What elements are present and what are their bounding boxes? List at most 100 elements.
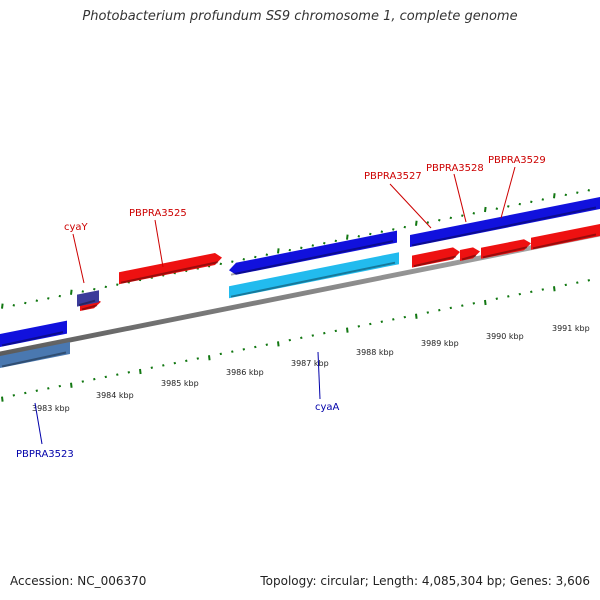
reverse-tick-mark <box>449 306 453 310</box>
forward-tick-mark <box>484 206 487 213</box>
forward-tick-mark <box>1 303 4 309</box>
forward-tick-mark <box>35 299 39 302</box>
reverse-tick-mark <box>334 329 338 333</box>
gene-label-leader <box>453 173 467 223</box>
gene-forward-edge <box>531 224 600 250</box>
forward-tick-mark <box>553 193 556 199</box>
forward-tick-mark <box>346 234 349 240</box>
forward-tick-mark <box>403 225 407 229</box>
gene-PBPRA3523-cds <box>0 320 67 347</box>
reverse-tick-mark <box>116 373 119 376</box>
reverse-tick-mark <box>173 361 177 365</box>
forward-tick-mark <box>357 235 361 238</box>
reverse-tick-mark <box>81 380 85 383</box>
reverse-tick-mark <box>150 366 154 369</box>
reverse-tick-mark <box>415 313 418 319</box>
gene-cyaY-shade <box>81 304 98 311</box>
forward-tick-mark <box>288 248 292 252</box>
gene-label-leader <box>500 166 516 219</box>
forward-tick-mark <box>564 193 568 197</box>
forward-tick-mark <box>323 241 326 245</box>
reverse-tick-mark <box>70 382 73 388</box>
reverse-tick-mark <box>403 315 407 319</box>
forward-tick-mark <box>93 287 96 291</box>
gene-PBPRA3528 <box>460 247 480 261</box>
reverse-tick-mark <box>35 389 39 392</box>
gene-cyaA-cds <box>229 230 397 275</box>
reverse-tick-mark <box>311 334 315 337</box>
reverse-tick-mark <box>518 292 522 296</box>
gene-label: PBPRA3528 <box>426 163 484 174</box>
gene-label-leader <box>154 219 164 268</box>
forward-tick-mark <box>70 289 73 295</box>
reverse-tick-mark <box>196 357 200 360</box>
forward-tick-mark <box>334 239 338 243</box>
reverse-tick-mark <box>277 341 280 347</box>
forward-tick-mark <box>47 297 50 300</box>
gene-label: cyaY <box>64 222 89 233</box>
gene-PBPRA3523-shade <box>1 351 67 368</box>
reverse-tick-mark <box>185 359 188 363</box>
scale-label: 3989 kbp <box>421 339 459 348</box>
reverse-tick-mark <box>104 375 108 379</box>
scale-label: 3985 kbp <box>161 379 199 388</box>
forward-tick-mark <box>116 283 119 286</box>
gene-PBPRA3527 <box>412 247 460 268</box>
forward-tick-mark <box>254 255 257 259</box>
reverse-tick-mark <box>265 343 269 346</box>
reverse-tick-mark <box>254 345 257 349</box>
gene-PBPRA3527-shade <box>413 255 457 268</box>
forward-tick-mark <box>392 228 395 231</box>
forward-tick-mark <box>426 221 430 224</box>
reverse-tick-mark <box>208 355 211 361</box>
reverse-tick-mark <box>530 290 533 294</box>
forward-tick-mark <box>507 205 510 208</box>
reverse-tick-mark <box>553 286 556 292</box>
gene-cyaY-cds-shade <box>78 299 96 307</box>
reverse-tick-mark <box>541 288 545 291</box>
gene-cyaA-shade <box>230 261 396 298</box>
gene-PBPRA3523 <box>0 342 70 368</box>
gene-label-leader <box>389 183 432 229</box>
reverse-tick-mark <box>392 318 395 321</box>
gene-PBPRA3528-shade <box>461 254 477 261</box>
gene-forward-edge-shade <box>532 233 597 250</box>
reverse-tick-mark <box>461 304 464 307</box>
forward-tick-mark <box>415 220 418 226</box>
reverse-tick-mark <box>58 384 62 388</box>
gene-cyaY-cds <box>77 290 99 307</box>
reverse-tick-mark <box>288 338 292 342</box>
forward-tick-mark <box>472 212 476 215</box>
accession-text: Accession: NC_006370 <box>10 574 147 588</box>
reverse-tick-mark <box>472 302 476 305</box>
forward-tick-mark <box>369 232 372 236</box>
gene-PBPRA3525 <box>119 253 222 285</box>
scale-label: 3990 kbp <box>486 332 524 341</box>
forward-tick-mark <box>242 258 246 261</box>
forward-tick-mark <box>438 218 441 222</box>
forward-tick-mark <box>587 189 591 192</box>
scale-label: 3991 kbp <box>552 324 590 333</box>
gene-PBPRA3529 <box>481 239 531 259</box>
forward-tick-mark <box>541 198 545 201</box>
gene-label: PBPRA3529 <box>488 155 546 166</box>
forward-tick-mark <box>576 191 579 194</box>
reverse-tick-mark <box>380 320 384 323</box>
reverse-tick-mark <box>300 336 303 340</box>
forward-tick-mark <box>24 301 27 305</box>
forward-tick-mark <box>12 304 16 307</box>
forward-tick-mark <box>277 248 280 254</box>
gene-PBPRA3525-shade <box>120 261 219 284</box>
reverse-tick-mark <box>93 377 96 381</box>
scale-label: 3984 kbp <box>96 391 134 400</box>
reverse-tick-mark <box>162 364 165 367</box>
reverse-tick-mark <box>357 325 361 328</box>
gene-cyaA <box>229 252 399 299</box>
gene-PBPRA3523-cds-shade <box>1 331 64 347</box>
reverse-tick-mark <box>24 391 27 395</box>
gene-label: PBPRA3527 <box>364 171 422 182</box>
forward-tick-mark <box>265 253 269 256</box>
reverse-tick-mark <box>587 279 591 282</box>
forward-tick-mark <box>231 260 234 263</box>
